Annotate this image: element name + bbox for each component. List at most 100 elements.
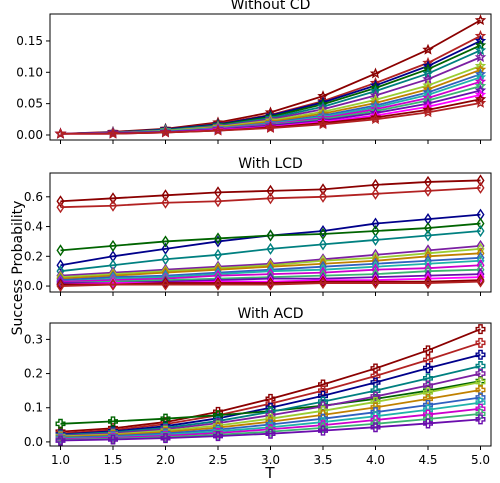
- data-point: [476, 251, 485, 264]
- data-point: [108, 277, 118, 290]
- series-line: [60, 365, 481, 436]
- x-tick-label: 3.5: [313, 453, 332, 467]
- x-tick-label: 5.0: [471, 453, 490, 467]
- data-point: [266, 277, 275, 290]
- data-point: [107, 127, 119, 139]
- y-axis-label: Success Probability: [10, 201, 26, 336]
- y-tick-label: 0.3: [24, 332, 43, 346]
- data-point: [266, 229, 275, 242]
- x-tick-label: 1.0: [51, 453, 70, 467]
- data-point: [161, 277, 170, 290]
- data-point: [108, 434, 118, 445]
- series-line: [60, 381, 481, 438]
- data-point: [371, 275, 380, 288]
- data-point: [213, 431, 223, 442]
- data-point: [371, 217, 380, 230]
- data-point: [475, 337, 486, 348]
- data-point: [108, 239, 118, 252]
- y-tick-label: 0.05: [16, 97, 43, 111]
- data-point: [56, 279, 65, 293]
- data-point: [56, 195, 65, 208]
- data-point: [371, 187, 380, 200]
- series-line: [60, 186, 481, 209]
- data-point: [213, 277, 223, 290]
- series-line: [60, 280, 481, 287]
- data-point: [317, 118, 329, 130]
- data-point: [476, 224, 485, 238]
- data-point: [422, 43, 434, 55]
- series-line: [60, 418, 481, 442]
- data-point: [265, 428, 276, 439]
- data-point: [56, 275, 65, 288]
- data-point: [423, 345, 433, 356]
- data-point: [371, 277, 380, 290]
- data-point: [422, 106, 434, 118]
- y-tick-label: 0.6: [24, 190, 43, 204]
- y-tick-label: 0.1: [24, 401, 43, 415]
- data-point: [474, 14, 487, 26]
- data-point: [318, 274, 328, 287]
- data-point: [476, 217, 485, 230]
- data-point: [370, 422, 381, 433]
- data-point: [423, 363, 433, 374]
- data-point: [318, 190, 328, 203]
- data-point: [213, 278, 223, 291]
- x-tick-label: 3.0: [261, 453, 280, 467]
- data-point: [369, 113, 382, 125]
- x-tick-label: 2.0: [156, 453, 175, 467]
- data-point: [423, 229, 433, 242]
- data-point: [423, 269, 433, 282]
- data-point: [318, 238, 328, 251]
- data-point: [475, 414, 486, 425]
- data-point: [213, 232, 223, 245]
- data-point: [266, 275, 275, 288]
- series-line: [60, 230, 481, 273]
- data-point: [370, 418, 381, 429]
- data-point: [161, 189, 170, 202]
- data-point: [318, 277, 328, 290]
- series-line: [60, 179, 481, 203]
- data-point: [475, 324, 486, 335]
- panel-2: With LCD 0.0 0.2 0.4 0.6: [24, 156, 492, 296]
- data-point: [476, 239, 485, 252]
- series-group: [55, 324, 486, 446]
- data-point: [318, 183, 328, 196]
- data-point: [371, 233, 380, 246]
- data-point: [212, 124, 224, 136]
- y-tick-label: 0.0: [24, 435, 43, 449]
- data-point: [161, 235, 170, 248]
- data-point: [476, 268, 485, 281]
- data-point: [318, 275, 328, 288]
- data-point: [423, 184, 433, 197]
- data-point: [318, 425, 328, 436]
- series-line: [60, 372, 481, 437]
- data-point: [264, 122, 277, 133]
- y-tick-label: 0.15: [16, 34, 43, 48]
- data-point: [108, 416, 118, 427]
- data-point: [213, 275, 223, 288]
- data-point: [55, 435, 66, 446]
- data-point: [213, 248, 223, 261]
- data-point: [371, 274, 380, 287]
- data-point: [476, 274, 485, 287]
- series-group: [54, 14, 487, 139]
- data-point: [318, 224, 328, 238]
- data-point: [159, 126, 172, 138]
- data-point: [108, 278, 118, 291]
- x-tick-label: 1.5: [103, 453, 122, 467]
- y-tick-label: 0.2: [24, 367, 43, 381]
- data-point: [476, 275, 485, 288]
- data-point: [266, 184, 275, 197]
- data-point: [369, 67, 382, 79]
- panel-1: Without CD 0.00 0.05 0.10 0.15: [16, 0, 492, 144]
- y-tick-label: 0.10: [16, 65, 43, 79]
- data-point: [161, 275, 170, 288]
- data-point: [108, 199, 118, 212]
- data-point: [266, 278, 275, 291]
- data-point: [161, 196, 170, 209]
- data-point: [476, 174, 485, 187]
- data-point: [474, 96, 487, 108]
- data-point: [56, 277, 65, 290]
- data-point: [54, 127, 67, 139]
- data-point: [475, 392, 486, 403]
